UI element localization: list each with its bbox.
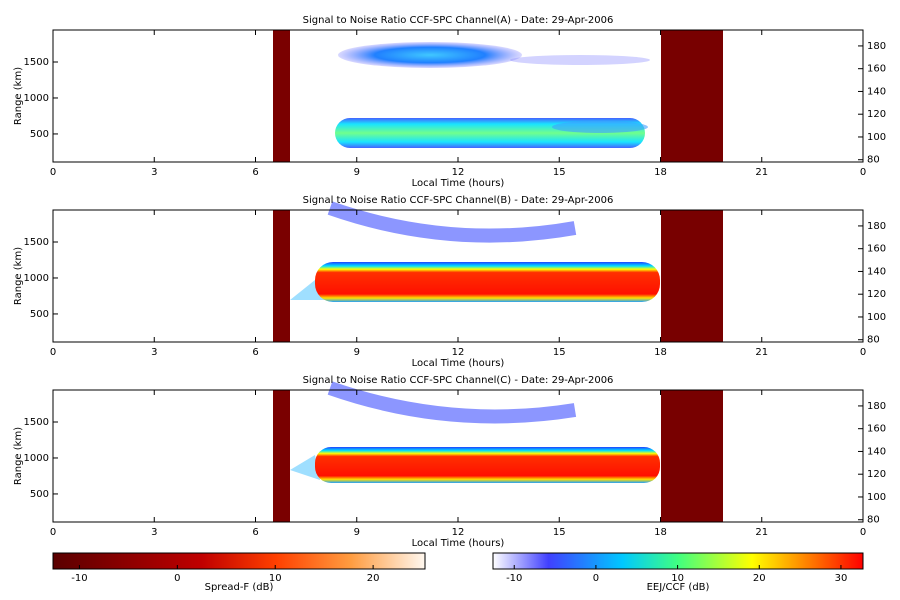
echo — [552, 121, 648, 133]
y2-tick-label: 140 — [867, 446, 886, 457]
colorbar-tick-label: 30 — [835, 573, 848, 584]
x-tick-label: 15 — [553, 347, 566, 358]
colorbar-tick-label: 10 — [671, 573, 684, 584]
plot-title: Signal to Noise Ratio CCF-SPC Channel(A)… — [303, 15, 614, 26]
x-tick-label: 12 — [452, 347, 465, 358]
y2-tick-label: 100 — [867, 132, 886, 143]
x-axis-label: Local Time (hours) — [412, 538, 505, 549]
x-tick-label: 0 — [50, 527, 56, 538]
y2-tick-label: 160 — [867, 244, 886, 255]
y-tick-label: 1000 — [24, 93, 49, 104]
y2-tick-label: 140 — [867, 266, 886, 277]
colorbar-tick-label: 0 — [174, 573, 180, 584]
x-tick-label: 18 — [654, 347, 667, 358]
spread-f-region — [661, 30, 723, 162]
y2-tick-label: 80 — [867, 335, 880, 346]
echo — [315, 447, 660, 483]
x-axis-label: Local Time (hours) — [412, 178, 505, 189]
colorbar-tick-label: -10 — [506, 573, 522, 584]
echo — [290, 455, 320, 480]
x-tick-label: 15 — [553, 527, 566, 538]
plot-title: Signal to Noise Ratio CCF-SPC Channel(B)… — [303, 195, 614, 206]
y2-tick-label: 160 — [867, 424, 886, 435]
y2-tick-label: 100 — [867, 312, 886, 323]
plot-content — [273, 30, 723, 162]
x-tick-label: 15 — [553, 167, 566, 178]
y2-tick-label: 120 — [867, 109, 886, 120]
y2-tick-label: 120 — [867, 469, 886, 480]
y-tick-label: 500 — [30, 489, 49, 500]
colorbar-label: Spread-F (dB) — [205, 582, 274, 593]
y-tick-label: 1000 — [24, 273, 49, 284]
x-tick-label: 9 — [354, 527, 360, 538]
x-tick-label: 9 — [354, 347, 360, 358]
x-tick-label: 0 — [50, 167, 56, 178]
x-tick-label: 0 — [860, 167, 866, 178]
colorbar-tick-label: 0 — [593, 573, 599, 584]
plot-content — [273, 201, 723, 342]
echo — [315, 262, 660, 302]
colorbar-tick-label: 20 — [753, 573, 766, 584]
plot-title: Signal to Noise Ratio CCF-SPC Channel(C)… — [303, 375, 614, 386]
x-tick-label: 6 — [252, 167, 258, 178]
y-axis-label: Range (km) — [13, 67, 24, 125]
y2-tick-label: 140 — [867, 86, 886, 97]
x-tick-label: 12 — [452, 527, 465, 538]
x-tick-label: 21 — [755, 347, 768, 358]
y-axis-label: Range (km) — [13, 247, 24, 305]
y2-tick-label: 120 — [867, 289, 886, 300]
colorbar-tick-label: -10 — [71, 573, 87, 584]
y-tick-label: 1500 — [24, 237, 49, 248]
y-tick-label: 1000 — [24, 453, 49, 464]
echo — [327, 201, 577, 243]
spread-f-region — [273, 390, 290, 522]
y2-tick-label: 80 — [867, 155, 880, 166]
x-tick-label: 3 — [151, 347, 157, 358]
y-axis-label: Range (km) — [13, 427, 24, 485]
echo — [338, 42, 522, 68]
spread-f-region — [273, 30, 290, 162]
x-tick-label: 18 — [654, 167, 667, 178]
y-tick-label: 500 — [30, 129, 49, 140]
colorbar-tick-label: 20 — [367, 573, 380, 584]
echo — [510, 55, 650, 65]
x-tick-label: 0 — [50, 347, 56, 358]
colorbar-tick-label: 10 — [269, 573, 282, 584]
plot-content — [273, 381, 723, 522]
x-tick-label: 12 — [452, 167, 465, 178]
x-tick-label: 6 — [252, 527, 258, 538]
x-tick-label: 9 — [354, 167, 360, 178]
y2-tick-label: 180 — [867, 401, 886, 412]
spread-f-region — [661, 390, 723, 522]
y-tick-label: 1500 — [24, 417, 49, 428]
y2-tick-label: 160 — [867, 64, 886, 75]
echo — [327, 381, 577, 424]
colorbar-label: EEJ/CCF (dB) — [647, 582, 710, 593]
x-tick-label: 21 — [755, 167, 768, 178]
y2-tick-label: 180 — [867, 221, 886, 232]
x-tick-label: 21 — [755, 527, 768, 538]
spread-f-region — [273, 210, 290, 342]
x-tick-label: 18 — [654, 527, 667, 538]
x-tick-label: 3 — [151, 527, 157, 538]
x-tick-label: 0 — [860, 347, 866, 358]
spread-f-region — [661, 210, 723, 342]
y-tick-label: 1500 — [24, 57, 49, 68]
x-tick-label: 0 — [860, 527, 866, 538]
y2-tick-label: 80 — [867, 515, 880, 526]
x-tick-label: 6 — [252, 347, 258, 358]
y2-tick-label: 180 — [867, 41, 886, 52]
x-tick-label: 3 — [151, 167, 157, 178]
colorbar — [52, 552, 426, 570]
y-tick-label: 500 — [30, 309, 49, 320]
x-axis-label: Local Time (hours) — [412, 358, 505, 369]
y2-tick-label: 100 — [867, 492, 886, 503]
